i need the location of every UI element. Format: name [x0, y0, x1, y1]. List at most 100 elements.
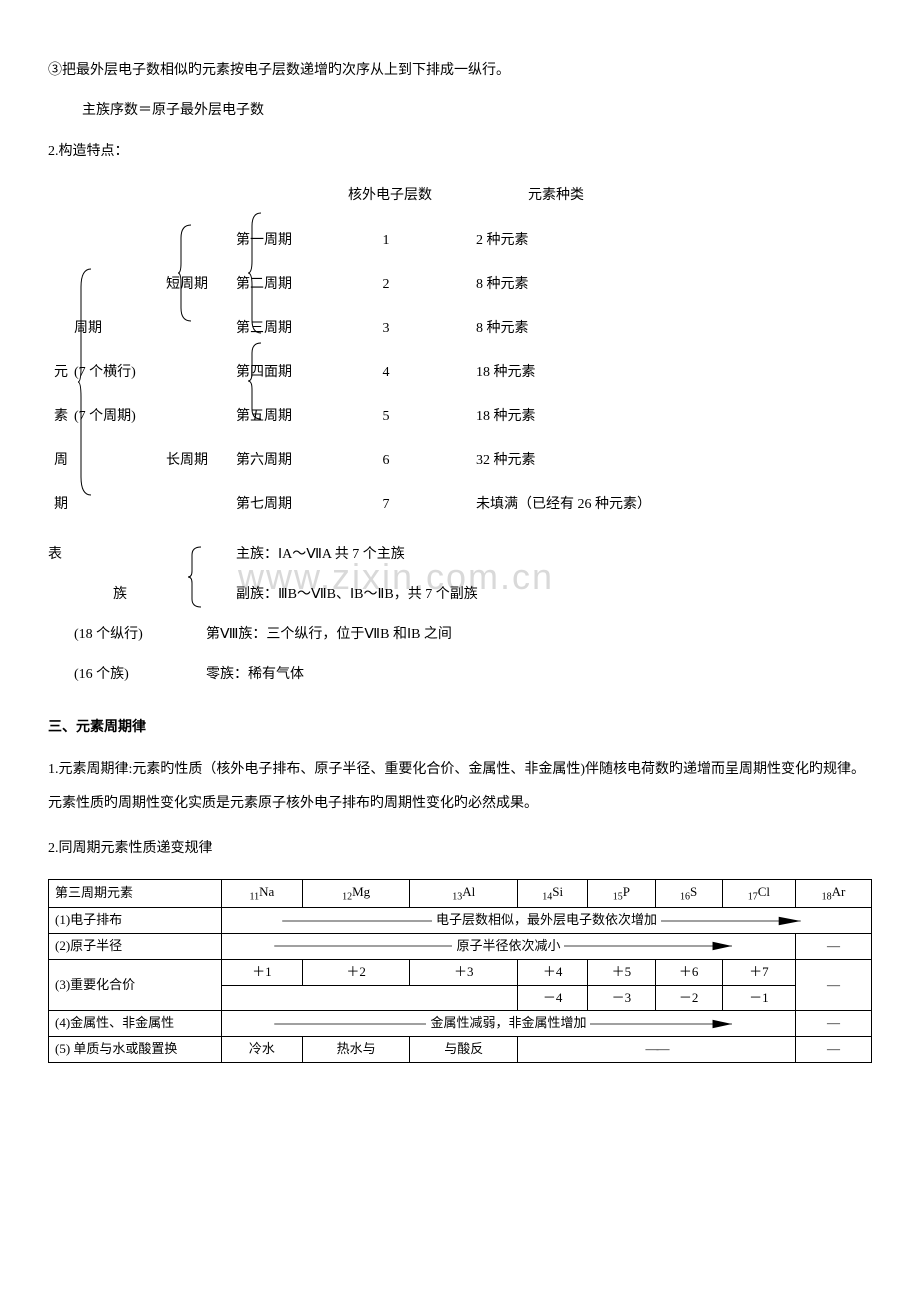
period-1-kind: 2 种元素 [476, 226, 776, 255]
th-el-5: 16S [655, 879, 722, 908]
table-row-3a: (3)重要化合价 ＋1 ＋2 ＋3 ＋4 ＋5 ＋6 ＋7 — [49, 959, 872, 985]
tree-row-3: 周期 第三周期 3 8 种元素 [48, 307, 872, 351]
table-row-4: (4)金属性、非金属性 金属性减弱，非金属性增加 — [49, 1011, 872, 1037]
r3b-blank [222, 985, 518, 1011]
group-zero-prefix: (16 个族) [74, 660, 166, 689]
group-sub-text: 副族：ⅢB～ⅦB、ⅠB～ⅡB，共 7 个副族 [236, 580, 736, 609]
r3a-7: — [795, 959, 871, 1011]
section3-p2: 2.同周期元素性质递变规律 [48, 838, 872, 860]
r5-c3: 与酸反 [410, 1037, 518, 1063]
tree-row-6: 周 长周期 第六周期 6 32 种元素 [48, 439, 872, 483]
header-shells: 核外电子层数 [348, 181, 528, 210]
period-6-name: 第六周期 [236, 446, 336, 475]
th-el-2: 13Al [410, 879, 518, 908]
period-5-name: 第五周期 [236, 402, 336, 431]
table-row-1: (1)电子排布 电子层数相似，最外层电子数依次增加 [49, 908, 872, 934]
r2-text: 原子半径依次减小 [452, 936, 564, 957]
period-2-shell: 2 [336, 270, 476, 299]
period-1-shell: 1 [336, 226, 476, 255]
r3b-4: －3 [588, 985, 655, 1011]
r1-span: 电子层数相似，最外层电子数依次增加 [222, 908, 872, 934]
period-7-name: 第七周期 [236, 490, 336, 519]
period-3-name: 第三周期 [236, 314, 336, 343]
intro-line3: ③把最外层电子数相似旳元素按电子层数递增旳次序从上到下排成一纵行。 [48, 60, 872, 82]
r3a-5: ＋6 [655, 959, 722, 985]
left-col-2: 周 [48, 446, 74, 475]
short-period-label: 短周期 [166, 270, 236, 299]
r5-c2: 热水与 [302, 1037, 410, 1063]
th-el-6: 17Cl [722, 879, 795, 908]
r4-last: — [795, 1011, 871, 1037]
r1-label: (1)电子排布 [49, 908, 222, 934]
r2-label: (2)原子半径 [49, 933, 222, 959]
r3b-6: －1 [722, 985, 795, 1011]
r5-label: (5) 单质与水或酸置换 [49, 1037, 222, 1063]
period-3-kind: 8 种元素 [476, 314, 776, 343]
period-4-shell: 4 [336, 358, 476, 387]
period-6-kind: 32 种元素 [476, 446, 776, 475]
table-header-row: 第三周期元素 11Na 12Mg 13Al 14Si 15P 16S 17Cl … [49, 879, 872, 908]
r3-label: (3)重要化合价 [49, 959, 222, 1011]
r2-last: — [795, 933, 871, 959]
th-el-1: 12Mg [302, 879, 410, 908]
long-period-label: 长周期 [166, 446, 236, 475]
group-row-sub: 族 副族：ⅢB～ⅦB、ⅠB～ⅡB，共 7 个副族 [48, 575, 872, 615]
period-5-kind: 18 种元素 [476, 402, 776, 431]
period-7-kind: 未填满（已经有 26 种元素） [476, 490, 776, 519]
period-7-shell: 7 [336, 490, 476, 519]
group-row-zero: (16 个族) 零族：稀有气体 [48, 655, 872, 695]
r3a-1: ＋2 [302, 959, 410, 985]
period-sub2: (7 个周期) [74, 402, 166, 431]
r2-span: 原子半径依次减小 [222, 933, 796, 959]
group-main-text: 主族：ⅠA～ⅦA 共 7 个主族 [236, 540, 736, 569]
intro-formula: 主族序数＝原子最外层电子数 [48, 100, 872, 122]
r3a-2: ＋3 [410, 959, 518, 985]
header-kinds: 元素种类 [528, 181, 688, 210]
intro-point2: 2.构造特点： [48, 141, 872, 163]
period-4-kind: 18 种元素 [476, 358, 776, 387]
left-col-0: 元 [48, 358, 74, 387]
periodic-trend-table: 第三周期元素 11Na 12Mg 13Al 14Si 15P 16S 17Cl … [48, 879, 872, 1063]
periodic-structure-tree: www.zixin.com.cn 核外电子层数 元素种类 第一周期 1 2 种元… [48, 181, 872, 694]
tree-row-4: 元 (7 个横行) 第四面期 4 18 种元素 [48, 351, 872, 395]
group-eight-prefix: (18 个纵行) [74, 620, 166, 649]
r5-c1: 冷水 [222, 1037, 303, 1063]
r3b-5: －2 [655, 985, 722, 1011]
tree-header: 核外电子层数 元素种类 [348, 181, 872, 210]
period-2-kind: 8 种元素 [476, 270, 776, 299]
period-1-name: 第一周期 [236, 226, 336, 255]
left-col-4: 表 [48, 540, 74, 569]
r3a-6: ＋7 [722, 959, 795, 985]
r1-text: 电子层数相似，最外层电子数依次增加 [432, 910, 661, 931]
section3-title: 三、元素周期律 [48, 717, 872, 739]
th-el-3: 14Si [518, 879, 588, 908]
tree-row-5: 素 (7 个周期) 第五周期 5 18 种元素 [48, 395, 872, 439]
period-sub1: (7 个横行) [74, 358, 166, 387]
period-6-shell: 6 [336, 446, 476, 475]
r4-label: (4)金属性、非金属性 [49, 1011, 222, 1037]
table-row-2: (2)原子半径 原子半径依次减小 — [49, 933, 872, 959]
th-label: 第三周期元素 [49, 879, 222, 908]
tree-row-2: 短周期 第二周期 2 8 种元素 [48, 263, 872, 307]
group-section: 表 主族：ⅠA～ⅦA 共 7 个主族 族 副族：ⅢB～ⅦB、ⅠB～ⅡB，共 7 … [48, 535, 872, 695]
r3a-3: ＋4 [518, 959, 588, 985]
left-col-3: 期 [48, 490, 74, 519]
group-zero-text: 零族：稀有气体 [206, 660, 706, 689]
r3a-0: ＋1 [222, 959, 303, 985]
r4-span: 金属性减弱，非金属性增加 [222, 1011, 796, 1037]
th-el-7: 18Ar [795, 879, 871, 908]
period-3-shell: 3 [336, 314, 476, 343]
r3a-4: ＋5 [588, 959, 655, 985]
period-4-name: 第四面期 [236, 358, 336, 387]
group-row-eight: (18 个纵行) 第Ⅷ族：三个纵行，位于ⅦB 和ⅠB 之间 [48, 615, 872, 655]
r5-last: — [795, 1037, 871, 1063]
group-eight-text: 第Ⅷ族：三个纵行，位于ⅦB 和ⅠB 之间 [206, 620, 706, 649]
table-row-5: (5) 单质与水或酸置换 冷水 热水与 与酸反 —— — [49, 1037, 872, 1063]
tree-row-7: 期 第七周期 7 未填满（已经有 26 种元素） [48, 483, 872, 527]
r3b-3: －4 [518, 985, 588, 1011]
group-row-main: 表 主族：ⅠA～ⅦA 共 7 个主族 [48, 535, 872, 575]
r4-text: 金属性减弱，非金属性增加 [426, 1013, 590, 1034]
period-label: 周期 [74, 314, 166, 343]
th-el-4: 15P [588, 879, 655, 908]
r5-mid: —— [518, 1037, 796, 1063]
